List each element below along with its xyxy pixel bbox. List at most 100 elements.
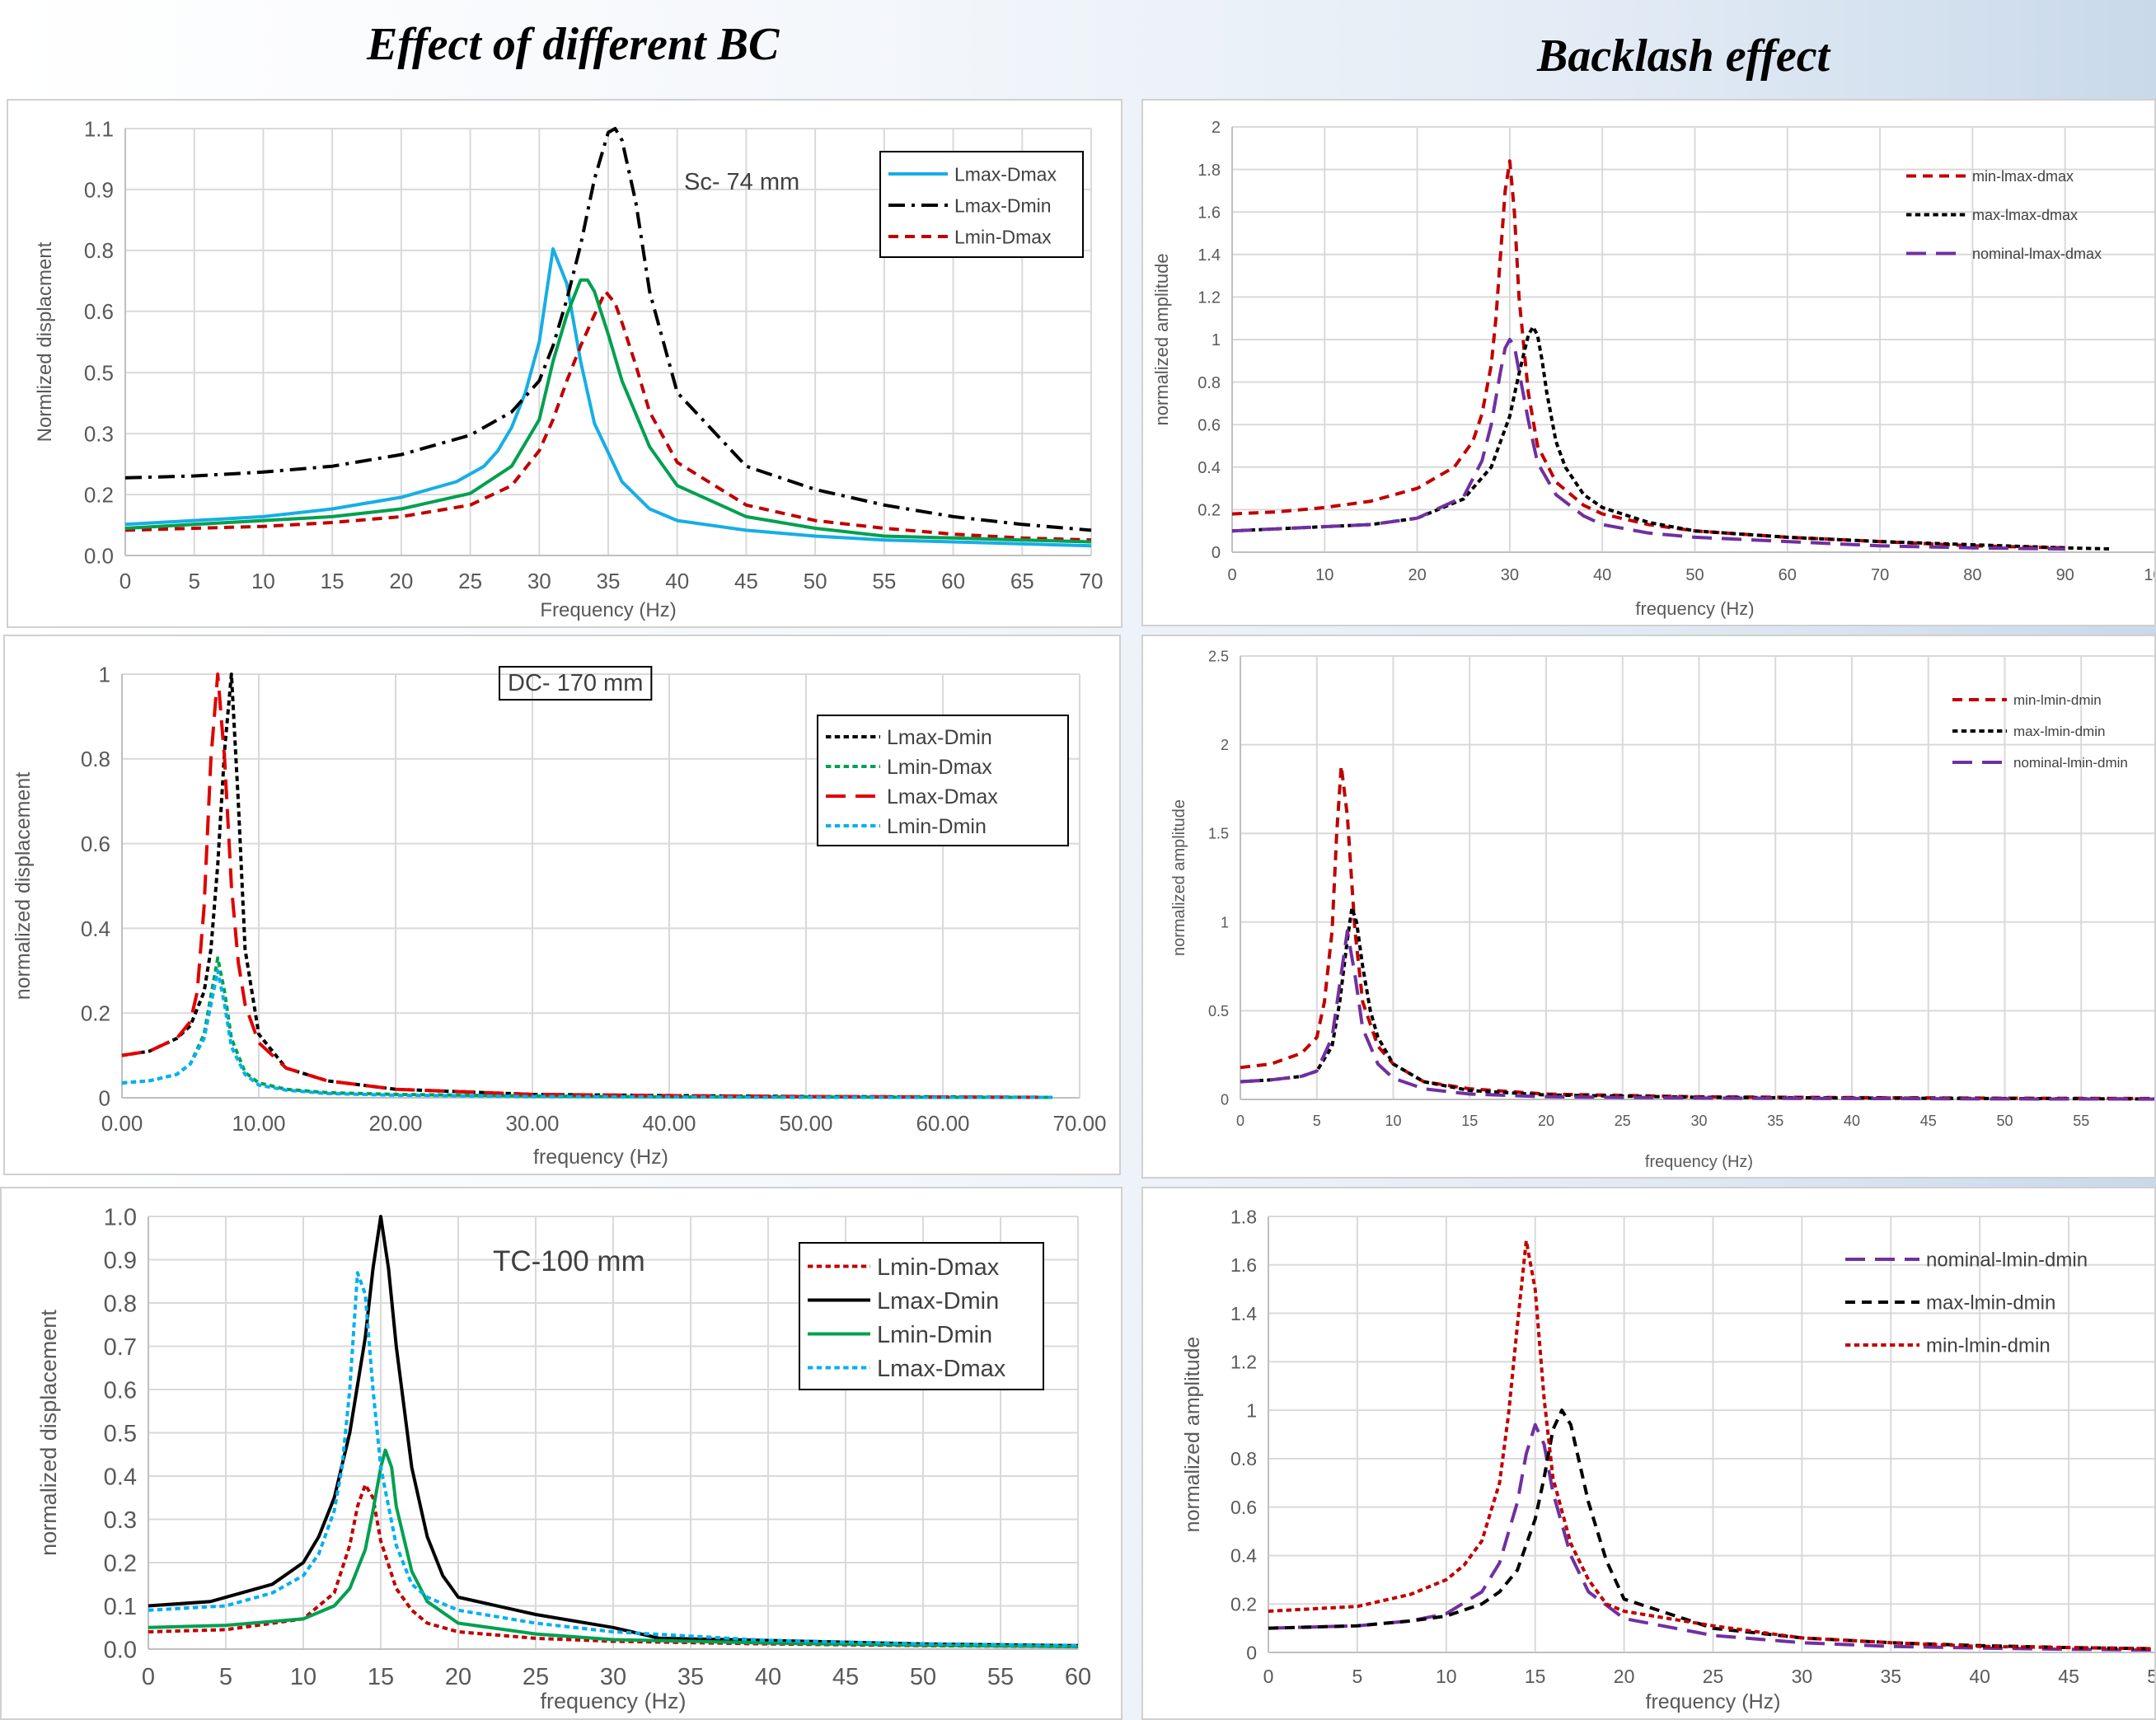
legend-label: Lmax-Dmax: [877, 1356, 1006, 1382]
x-tick-label: 15: [1525, 1666, 1546, 1687]
x-tick-label: 50.00: [779, 1111, 832, 1136]
legend: Lmin-Dmax Lmax-Dmin Lmin-Dmin Lmax-Dmax: [799, 1242, 1044, 1390]
x-tick-label: 40: [1969, 1666, 1990, 1687]
chart-panel-dc170: 0.00 10.00 20.00 30.00 40.00 50.00 60.00 70.00 0…: [3, 635, 1121, 1175]
x-tick-label: 50: [910, 1664, 936, 1690]
y-tick-label: 0.4: [1198, 459, 1221, 477]
chart-panel-backlash-1: 0 10 20 30 40 50 60 70 80 90 100 0 0.2 0.4 0.6 0.8 1 1.2 1…: [1141, 99, 2156, 626]
chart-panel-tc100: 0 5 10 15 20 25 30 35 40 45 50 55 60 0.0 0.1 0.2 0.3 0.4 0…: [0, 1187, 1123, 1720]
x-tick-label: 0: [1263, 1666, 1274, 1687]
legend-label: nominal-lmin-dmin: [1926, 1249, 2088, 1272]
x-tick-label: 20: [1614, 1666, 1635, 1687]
legend-label: Lmax-Dmin: [877, 1288, 999, 1315]
x-tick-label: 45: [1920, 1113, 1937, 1129]
legend-label: Lmax-Dmin: [887, 726, 992, 749]
x-tick-label: 55: [987, 1664, 1014, 1690]
x-tick-label: 35: [1767, 1113, 1783, 1129]
x-tick-label: 50: [804, 569, 827, 593]
y-axis-label: normalized amplitude: [1151, 253, 1172, 425]
series-line-min-lmax-dmax: [1231, 159, 2065, 550]
y-tick-label: 0.5: [84, 361, 114, 386]
chart-svg-bl3: 0 5 10 15 20 25 30 35 40 45 50 0 0.2 0.4 0.6 0.8 1 1.2 1.4…: [1181, 1206, 2156, 1713]
y-tick-label: 1.0: [104, 1204, 137, 1230]
x-tick-label: 50: [1685, 566, 1704, 584]
y-tick-label: 1.1: [84, 116, 114, 141]
y-tick-label: 1.8: [1230, 1206, 1257, 1227]
x-tick-label: 50: [2147, 1666, 2156, 1687]
y-tick-label: 1.8: [1198, 162, 1221, 180]
legend: Lmax-Dmin Lmin-Dmax Lmax-Dmax Lmin-Dmin: [817, 715, 1069, 846]
chart-annotation: DC- 170 mm: [499, 666, 653, 701]
series-line-lmin-dmin: [121, 968, 1052, 1099]
y-axis-label: normalized displacement: [12, 772, 35, 1001]
legend-label: Lmax-Dmin: [954, 194, 1052, 216]
legend-label: max-lmin-dmin: [1926, 1292, 2055, 1315]
x-axis-label: frequency (Hz): [1635, 598, 1754, 619]
legend-label: max-lmax-dmax: [1972, 207, 2078, 223]
x-tick-label: 10: [251, 569, 275, 593]
legend-label: Lmax-Dmax: [954, 163, 1057, 185]
chart-annotation: TC-100 mm: [493, 1245, 645, 1277]
x-tick-label: 30: [1690, 1113, 1707, 1129]
legend-label: nominal-lmin-dmin: [2013, 755, 2128, 771]
x-axis-label: frequency (Hz): [1646, 1690, 1781, 1713]
x-tick-label: 0: [120, 569, 131, 593]
x-tick-label: 25: [1703, 1666, 1724, 1687]
x-tick-label: 55: [2073, 1113, 2089, 1129]
y-tick-label: 0.5: [104, 1421, 137, 1447]
legend: Lmax-Dmax Lmax-Dmin Lmin-Dmax: [879, 151, 1084, 258]
y-tick-label: 0.2: [104, 1550, 137, 1577]
x-tick-label: 40.00: [642, 1111, 696, 1136]
y-tick-label: 0.6: [1198, 416, 1221, 434]
x-tick-label: 30: [1792, 1666, 1813, 1687]
legend-label: Lmin-Dmax: [877, 1254, 1000, 1281]
y-tick-label: 0.9: [84, 177, 114, 202]
x-tick-label: 25: [1615, 1113, 1631, 1129]
chart-panel-sc74: 0 5 10 15 20 25 30 35 40 45 50 55 60 65 70 0.0 0.2 0.3 0.5…: [7, 99, 1123, 628]
y-tick-label: 0.3: [84, 421, 114, 446]
y-tick-label: 0.7: [104, 1334, 137, 1361]
y-tick-label: 0.0: [84, 543, 114, 568]
y-tick-label: 1.4: [1198, 246, 1221, 265]
y-tick-label: 0: [1212, 544, 1221, 562]
legend-box: [817, 715, 1069, 846]
x-axis-label: frequency (Hz): [533, 1146, 668, 1169]
x-tick-label: 35: [597, 569, 621, 593]
y-axis-label: Normlized displacment: [34, 241, 56, 442]
y-tick-label: 2: [1221, 737, 1229, 753]
annotation-box: [499, 666, 653, 701]
x-tick-label: 35: [1881, 1666, 1902, 1687]
x-tick-label: 20: [1538, 1113, 1554, 1129]
x-tick-label: 5: [219, 1664, 232, 1690]
x-tick-label: 40: [665, 569, 689, 593]
y-tick-label: 2: [1212, 119, 1221, 137]
legend-label: Lmax-Dmax: [887, 785, 998, 808]
x-tick-label: 5: [1352, 1666, 1363, 1687]
series-line-lmin-dmax: [121, 956, 1052, 1099]
legend: min-lmin-dmin max-lmin-dmin nominal-lmin-d…: [1952, 692, 2128, 771]
x-tick-label: 55: [872, 569, 896, 593]
heading-effect-of-bc: Effect of different BC: [367, 19, 780, 70]
legend-label: Lmin-Dmin: [877, 1322, 992, 1348]
y-tick-label: 0.4: [1230, 1545, 1257, 1567]
x-tick-label: 60: [941, 569, 965, 593]
y-tick-label: 0.6: [81, 832, 110, 856]
y-tick-label: 1.2: [1230, 1352, 1257, 1373]
x-tick-label: 20: [445, 1664, 471, 1690]
x-tick-label: 70: [1080, 569, 1104, 593]
x-tick-label: 10: [1436, 1666, 1457, 1687]
series-line-lmin-dmin: [148, 1448, 1079, 1648]
y-tick-label: 0.6: [1230, 1497, 1257, 1518]
y-axis-label: normalized amplitude: [1181, 1337, 1204, 1533]
series-line-lmax-dmax: [121, 673, 1052, 1099]
x-tick-label: 15: [368, 1664, 394, 1690]
y-tick-label: 0: [99, 1085, 110, 1110]
chart-svg-sc74: 0 5 10 15 20 25 30 35 40 45 50 55 60 65 70 0.0 0.2 0.3 0.5…: [34, 116, 1104, 621]
y-tick-label: 0.8: [104, 1291, 137, 1317]
series-line-lmax-dmax: [124, 247, 1092, 548]
x-tick-label: 0: [142, 1664, 155, 1690]
x-tick-label: 30.00: [505, 1111, 559, 1136]
x-tick-label: 25: [458, 569, 482, 593]
y-tick-label: 1.6: [1230, 1254, 1257, 1276]
y-tick-label: 0.0: [104, 1637, 137, 1663]
